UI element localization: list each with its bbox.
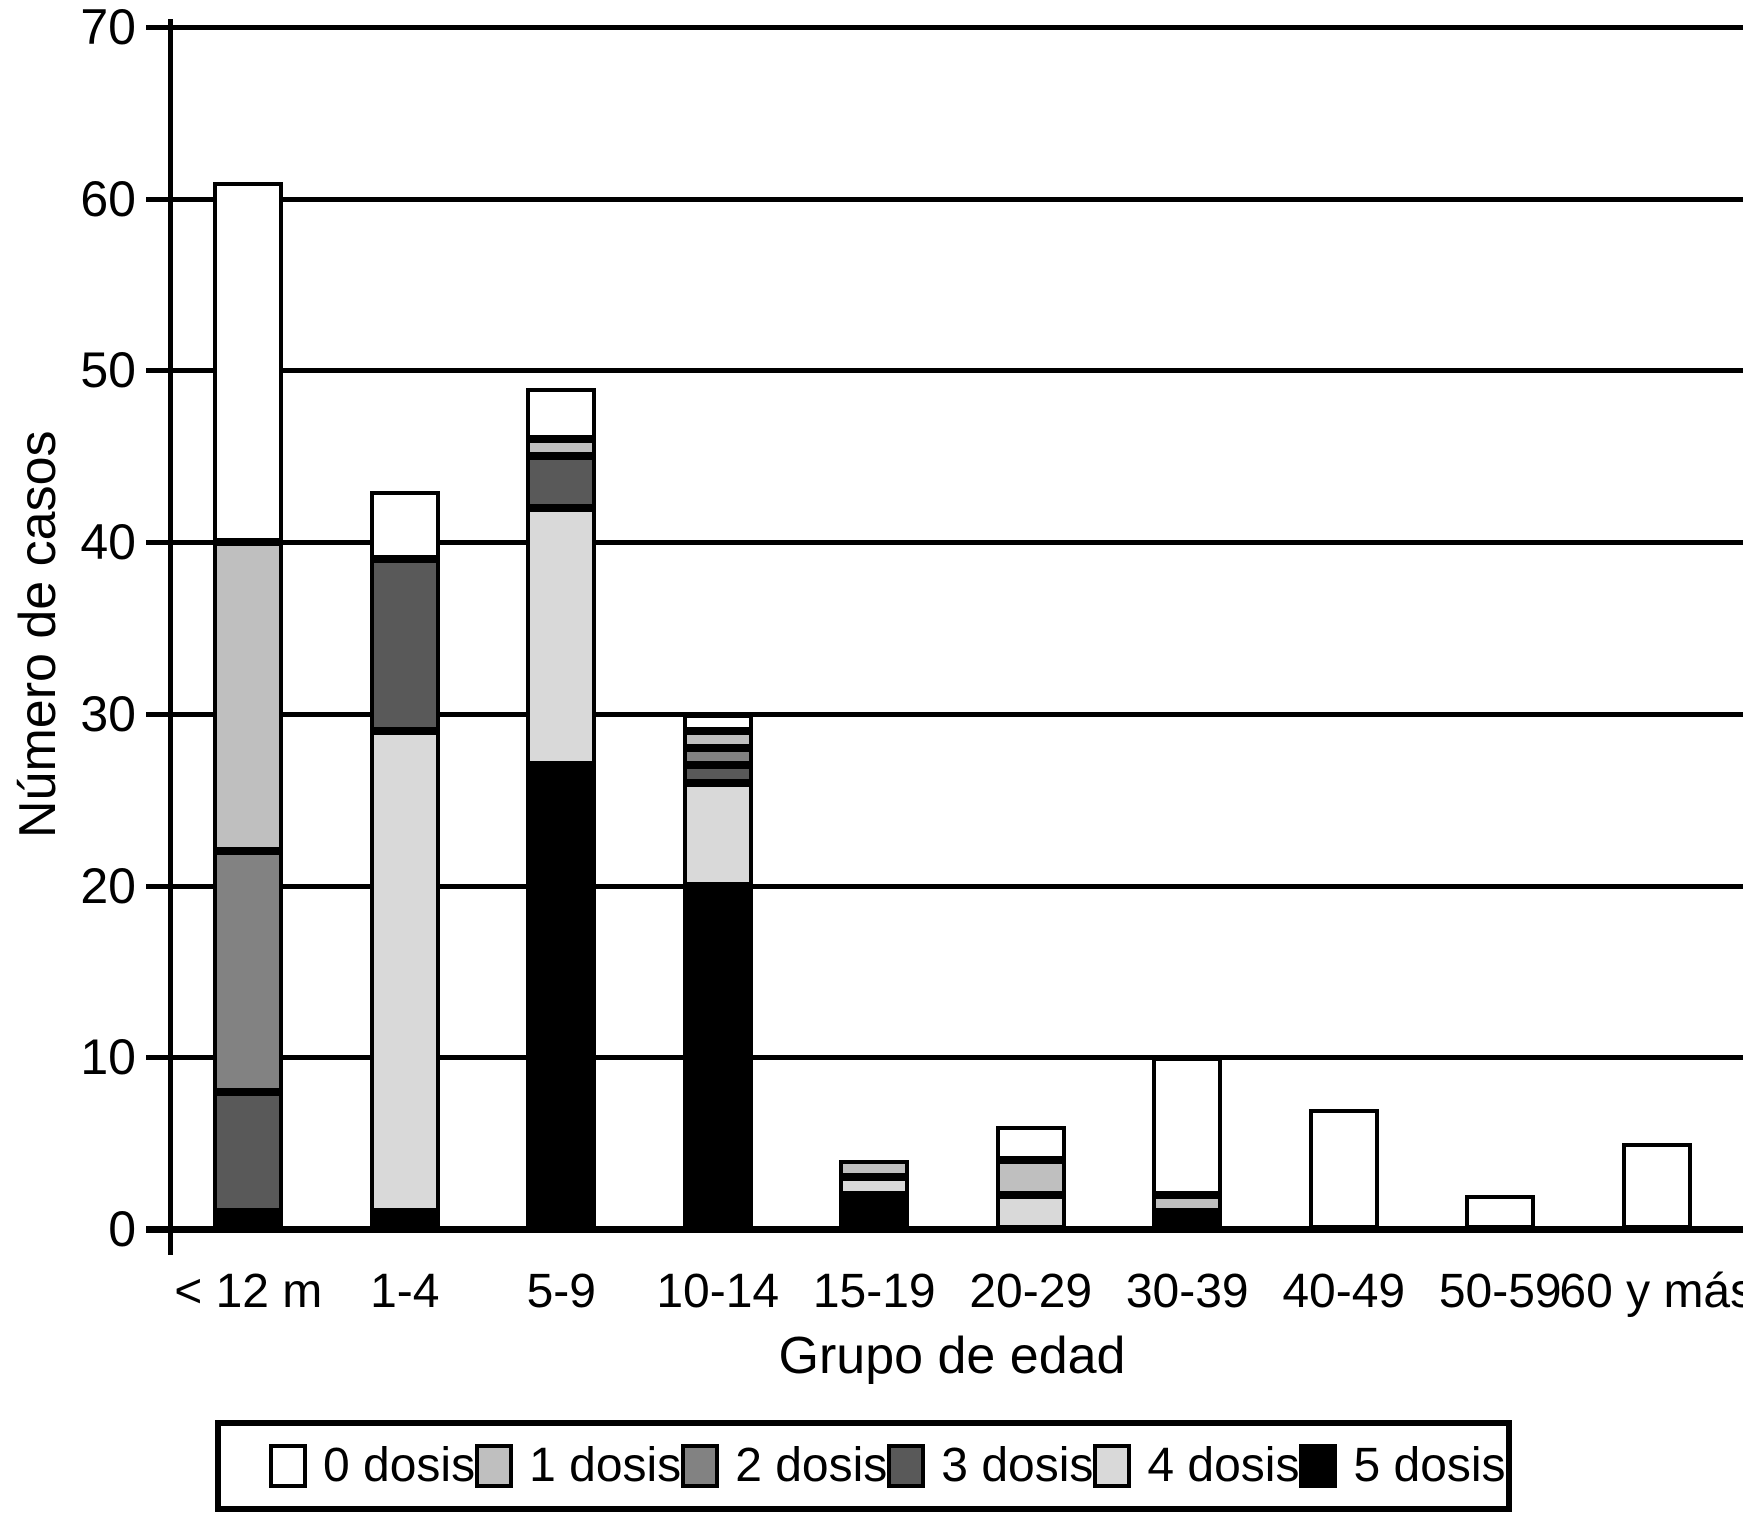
bar-segment [682, 885, 753, 1229]
x-tick-label: 10-14 [656, 1265, 780, 1318]
x-tick-label: 20-29 [969, 1265, 1093, 1318]
y-tick-label: 30 [80, 685, 136, 742]
y-tick-label: 70 [80, 0, 136, 55]
legend-swatch-icon [475, 1444, 514, 1488]
bar-segment [682, 765, 753, 783]
bar-segment [213, 1211, 284, 1229]
bar-segment [213, 181, 284, 543]
legend: 0 dosis 1 dosis 2 dosis 3 dosis 4 dosis 5 dos… [215, 1420, 1512, 1512]
gridline [146, 368, 1743, 374]
gridline [146, 25, 1743, 30]
legend-swatch-icon [1093, 1444, 1132, 1488]
bar-segment [213, 542, 284, 852]
x-tick-label: 50-59 [1438, 1265, 1562, 1318]
bar-segment [839, 1194, 910, 1229]
legend-swatch-icon [1299, 1444, 1338, 1488]
bar-segment [213, 1091, 284, 1212]
x-tick-label: 1-4 [370, 1265, 440, 1318]
y-tick-label: 10 [80, 1029, 136, 1086]
legend-label: 0 dosis [323, 1439, 476, 1492]
gridline [146, 540, 1743, 546]
legend-label: 2 dosis [735, 1439, 888, 1492]
gridline [146, 1055, 1743, 1061]
legend-item: 4 dosis [1093, 1442, 1299, 1490]
bar-segment [995, 1160, 1066, 1195]
gridline [146, 196, 1743, 202]
bar-segment [526, 456, 597, 508]
legend-label: 3 dosis [941, 1439, 1094, 1492]
y-tick-label: 50 [80, 342, 136, 399]
y-tick-label: 40 [80, 514, 136, 571]
legend-label: 5 dosis [1353, 1439, 1506, 1492]
y-axis-title: Número de casos [9, 430, 67, 838]
legend-item: 2 dosis [681, 1442, 887, 1490]
bar-segment [995, 1125, 1066, 1161]
bar-segment [213, 851, 284, 1092]
legend-label: 1 dosis [529, 1439, 682, 1492]
y-axis-line [168, 19, 173, 1255]
bar-segment [682, 713, 753, 731]
y-tick-label: 0 [108, 1201, 136, 1257]
bar-segment [526, 507, 597, 766]
x-tick-label: 15-19 [812, 1265, 936, 1318]
bar-segment [369, 490, 440, 560]
legend-item: 0 dosis [269, 1442, 475, 1490]
bar-segment [526, 439, 597, 457]
x-tick-label: < 12 m [174, 1265, 323, 1318]
bar-segment [1152, 1211, 1223, 1229]
bar-segment [1621, 1143, 1692, 1229]
x-tick-label: 5-9 [526, 1265, 596, 1318]
bar-segment [1152, 1057, 1223, 1195]
legend-swatch-icon [887, 1444, 926, 1488]
y-tick-label: 20 [80, 857, 136, 914]
legend-item: 5 dosis [1299, 1439, 1506, 1492]
legend-item: 3 dosis [887, 1442, 1093, 1490]
legend-label: 4 dosis [1147, 1439, 1300, 1492]
x-axis-line [146, 1226, 1743, 1233]
bar-segment [682, 748, 753, 766]
gridline [146, 883, 1743, 889]
x-tick-label: 60 y más [1559, 1265, 1743, 1318]
bar-segment [1152, 1194, 1223, 1212]
gridline [146, 711, 1743, 717]
bar-segment [682, 782, 753, 886]
bar-segment [995, 1194, 1066, 1229]
bar-segment [1308, 1108, 1379, 1229]
bar-segment [682, 731, 753, 749]
bar-segment [839, 1160, 910, 1178]
y-tick-label: 60 [80, 170, 136, 227]
bar-segment [369, 731, 440, 1212]
legend-item: 1 dosis [475, 1442, 681, 1490]
x-tick-label: 40-49 [1282, 1265, 1406, 1318]
bar-segment [526, 765, 597, 1229]
bar-segment [526, 387, 597, 440]
bar-segment [369, 1211, 440, 1229]
x-tick-label: 30-39 [1125, 1265, 1249, 1318]
bar-segment [369, 559, 440, 732]
bar-segment [839, 1177, 910, 1195]
legend-swatch-icon [681, 1444, 720, 1488]
legend-swatch-icon [269, 1444, 307, 1488]
x-axis-title: Grupo de edad [778, 1327, 1126, 1385]
bar-segment [1465, 1194, 1536, 1229]
